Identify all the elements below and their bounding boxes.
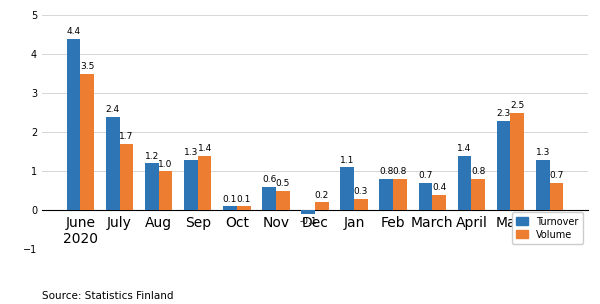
Text: 2.5: 2.5	[510, 101, 524, 110]
Legend: Turnover, Volume: Turnover, Volume	[512, 212, 583, 244]
Bar	[340, 167, 354, 210]
Text: 1.4: 1.4	[457, 144, 472, 153]
Bar	[315, 202, 329, 210]
Bar	[354, 199, 368, 210]
Text: 1.4: 1.4	[197, 144, 212, 153]
Text: 2.4: 2.4	[106, 105, 120, 114]
Bar	[262, 187, 276, 210]
Text: 0.6: 0.6	[262, 175, 276, 184]
Bar	[301, 210, 315, 214]
Bar	[237, 206, 251, 210]
Text: 0.1: 0.1	[223, 195, 237, 204]
Bar	[223, 206, 237, 210]
Bar	[511, 113, 524, 210]
Text: Source: Statistics Finland: Source: Statistics Finland	[42, 291, 173, 301]
Text: 4.4: 4.4	[67, 27, 81, 36]
Text: 1.3: 1.3	[184, 148, 198, 157]
Bar	[550, 183, 563, 210]
Text: 1.7: 1.7	[119, 132, 134, 141]
Text: 0.7: 0.7	[549, 171, 563, 180]
Bar	[119, 144, 133, 210]
Bar	[158, 171, 172, 210]
Text: 0.4: 0.4	[432, 183, 446, 192]
Bar	[472, 179, 485, 210]
Text: 1.2: 1.2	[145, 152, 159, 161]
Bar	[419, 183, 432, 210]
Bar	[432, 195, 446, 210]
Text: 0.3: 0.3	[354, 187, 368, 196]
Text: 0.2: 0.2	[315, 191, 329, 200]
Bar	[536, 160, 550, 210]
Text: 1.1: 1.1	[340, 156, 355, 165]
Text: 0.5: 0.5	[275, 179, 290, 188]
Bar	[393, 179, 407, 210]
Text: 1.0: 1.0	[158, 160, 173, 168]
Text: 0.8: 0.8	[393, 167, 407, 176]
Bar	[106, 117, 119, 210]
Bar	[198, 156, 211, 210]
Text: 0.7: 0.7	[418, 171, 433, 180]
Text: -0.1: -0.1	[299, 217, 317, 226]
Bar	[184, 160, 198, 210]
Text: 0.8: 0.8	[471, 167, 485, 176]
Text: 1.3: 1.3	[535, 148, 550, 157]
Bar	[80, 74, 94, 210]
Bar	[497, 121, 511, 210]
Bar	[379, 179, 393, 210]
Text: 0.1: 0.1	[236, 195, 251, 204]
Text: 0.8: 0.8	[379, 167, 394, 176]
Bar	[458, 156, 472, 210]
Text: 3.5: 3.5	[80, 62, 95, 71]
Bar	[67, 39, 80, 210]
Text: 2.3: 2.3	[496, 109, 511, 118]
Bar	[145, 164, 158, 210]
Bar	[276, 191, 290, 210]
